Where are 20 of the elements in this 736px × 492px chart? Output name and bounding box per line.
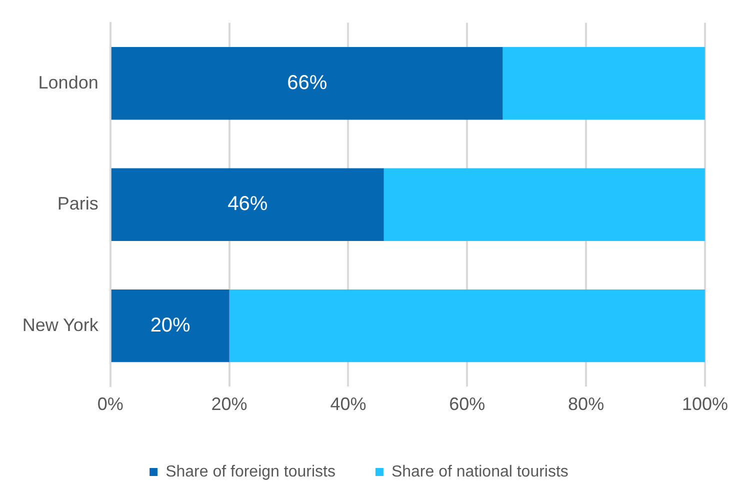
x-tick-label: 40% [330,394,366,414]
bar [111,168,384,241]
legend-label: Share of foreign tourists [166,463,336,480]
y-tick-label: London [38,72,98,92]
x-tick-label: 20% [211,394,248,414]
legend-label: Share of national tourists [391,463,568,480]
x-tick-label: 80% [568,394,604,414]
bar [502,47,705,120]
x-tick-label: 60% [449,394,486,414]
data-label: 46% [228,193,268,216]
bar [384,168,705,241]
x-tick-label: 0% [97,394,124,414]
bar [111,47,503,120]
data-label: 66% [287,72,328,94]
y-tick-label: Paris [57,194,98,214]
x-tick-label: 100% [682,394,728,414]
bar [229,289,705,362]
bar [111,289,230,362]
data-label: 20% [150,314,191,336]
y-tick-label: New York [22,314,100,335]
